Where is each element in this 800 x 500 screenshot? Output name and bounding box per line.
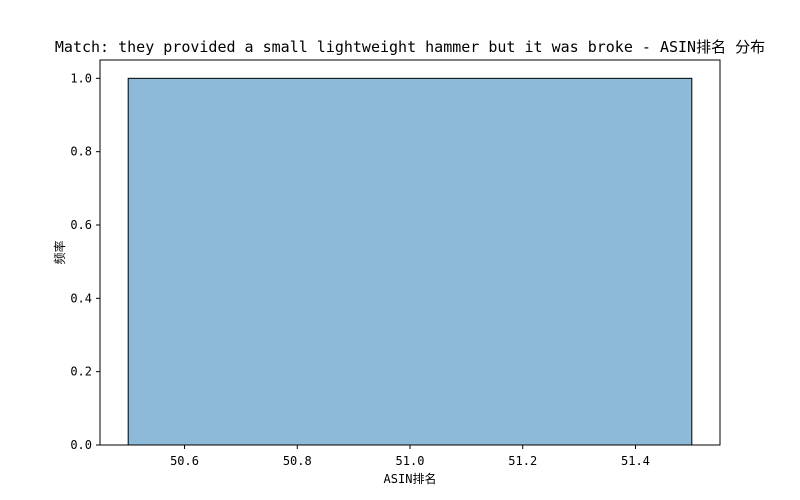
chart-title: Match: they provided a small lightweight… [55,38,765,56]
y-tick-label: 1.0 [70,71,92,85]
bars-group [127,77,693,446]
y-tick-label: 0.8 [70,145,92,159]
y-tick-label: 0.2 [70,365,92,379]
x-tick-label: 50.6 [170,454,199,468]
x-tick-label: 51.4 [621,454,650,468]
x-tick-label: 51.2 [508,454,537,468]
x-axis-ticks: 50.6 50.8 51.0 51.2 51.4 [170,445,650,468]
x-tick-label: 51.0 [396,454,425,468]
y-tick-label: 0.6 [70,218,92,232]
y-axis-label: 频率 [52,240,67,264]
x-axis-label: ASIN排名 [384,471,437,486]
y-tick-label: 0.4 [70,291,92,305]
y-axis-ticks: 0.0 0.2 0.4 0.6 0.8 1.0 [70,71,100,452]
y-tick-label: 0.0 [70,438,92,452]
histogram-bar-0 [127,77,693,446]
x-tick-label: 50.8 [283,454,312,468]
